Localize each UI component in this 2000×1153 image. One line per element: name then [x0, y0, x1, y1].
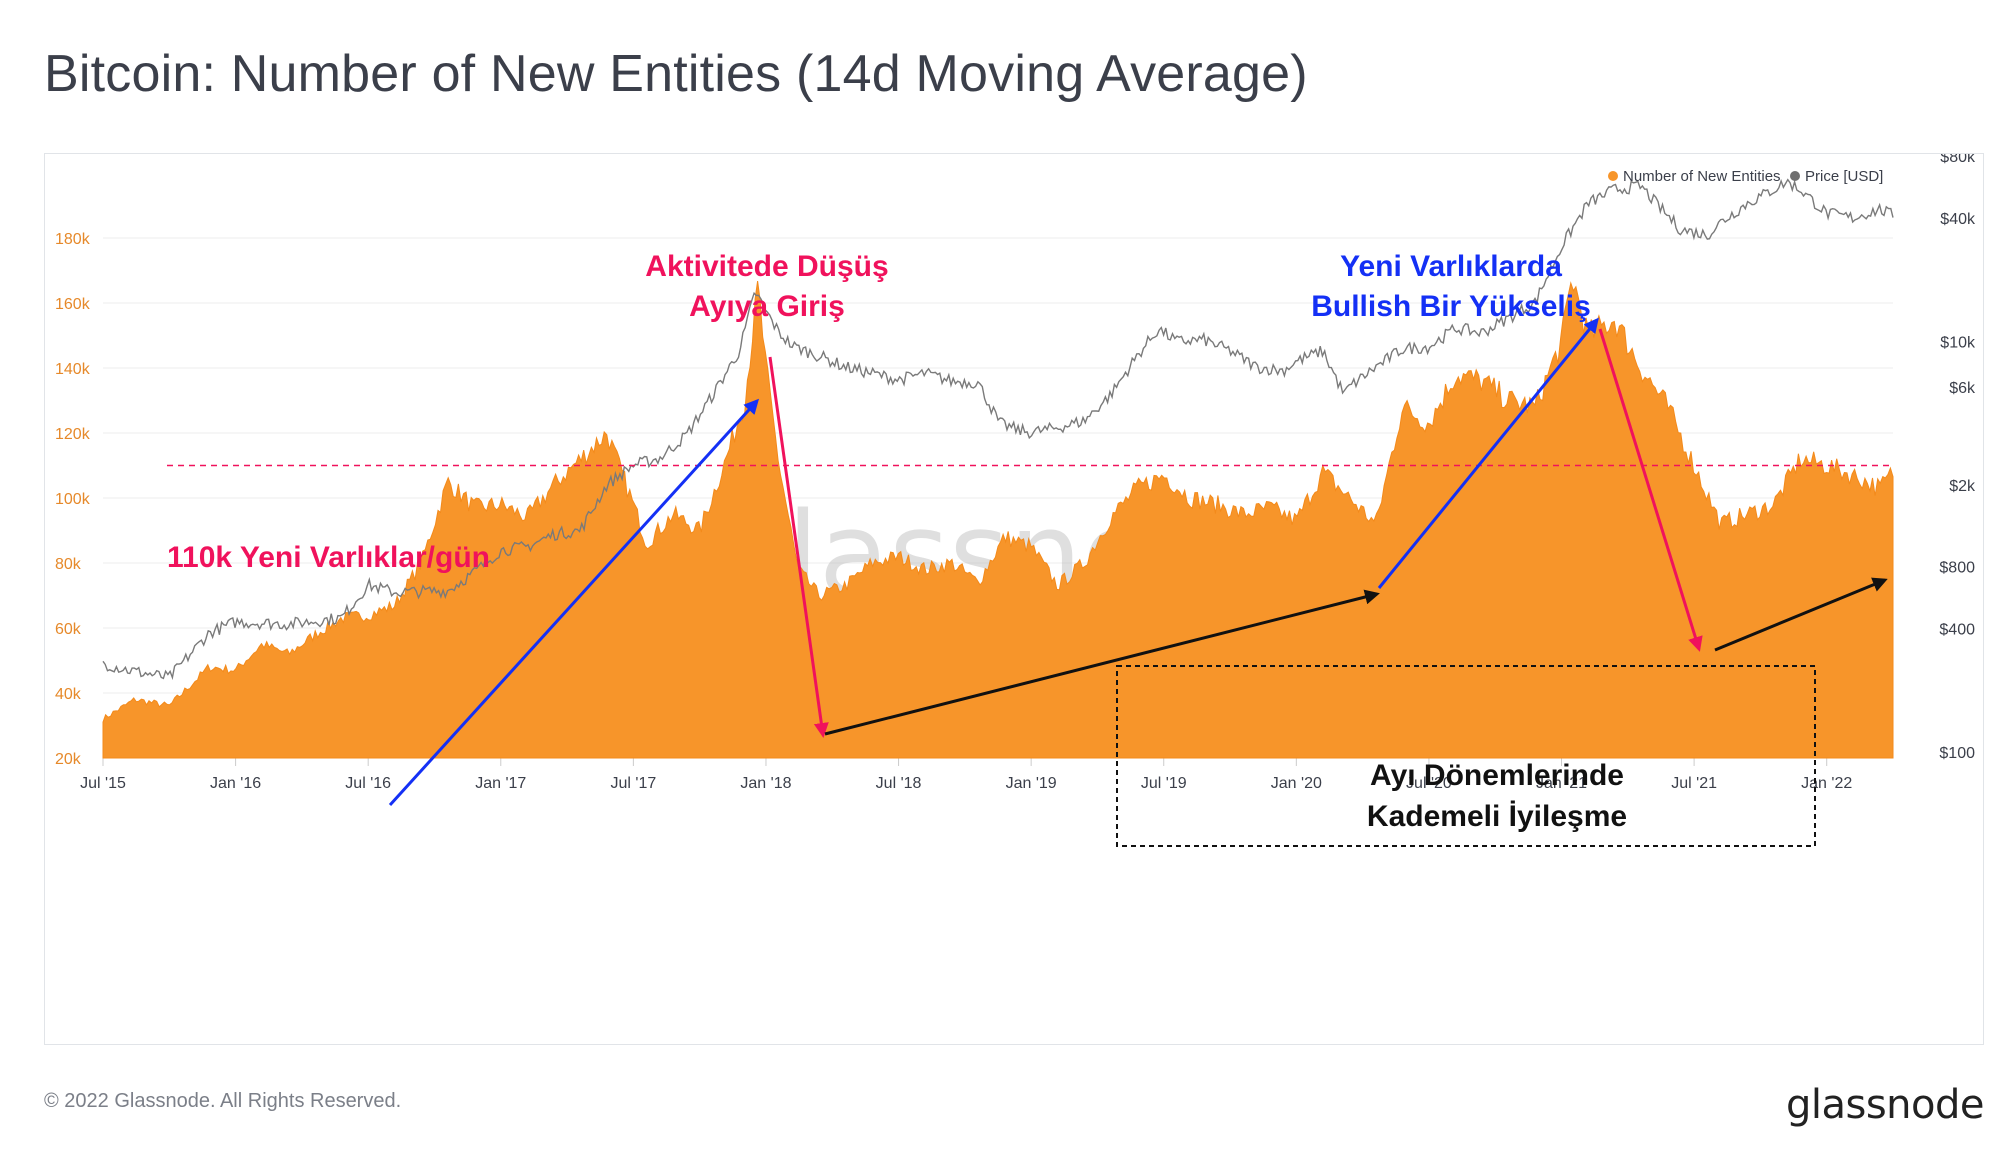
legend-entities-dot: [1608, 171, 1618, 181]
y-right-tick-$100: $100: [1939, 745, 1975, 762]
bear-label-line2: Kademeli İyileşme: [1367, 800, 1627, 833]
arrow-black-2021-2022: [1714, 577, 1888, 652]
legend: Number of New Entities Price [USD]: [1608, 168, 1883, 185]
x-tick-label-8: Jul '19: [1141, 775, 1187, 792]
y-right-tick-$10k: $10k: [1940, 334, 1976, 351]
y-right-ticks: $100 $400 $800 $2k $6k $10k $40k $80k: [1939, 154, 1976, 762]
x-tick-label-2: Jul '16: [345, 775, 391, 792]
series-price-line: [102, 178, 1894, 681]
arrow-black-2018-2020: [824, 589, 1380, 736]
peak-label-line1: Aktivitede Düşüş: [645, 250, 888, 283]
y-right-tick-$40k: $40k: [1940, 211, 1976, 228]
threshold-label: 110k Yeni Varlıklar/gün: [167, 541, 490, 574]
arrow-blue-2020-rise: [1377, 317, 1599, 589]
y-left-tick-100k: 100k: [55, 491, 91, 508]
y-right-tick-$800: $800: [1939, 560, 1975, 577]
x-tick-label-7: Jan '19: [1006, 775, 1057, 792]
bear-recovery-box: [1116, 665, 1816, 847]
bear-label-line1: Ayı Dönemlerinde: [1370, 759, 1624, 792]
x-tick-label-1: Jan '16: [210, 775, 261, 792]
arrow-red-2021-drop: [1598, 328, 1703, 652]
x-tick-label-11: Jan '21: [1536, 775, 1587, 792]
x-tick-label-9: Jan '20: [1271, 775, 1322, 792]
bull-label-line1: Yeni Varlıklarda: [1340, 250, 1562, 283]
y-right-tick-$6k: $6k: [1949, 380, 1976, 397]
arrow-red-2018-drop: [768, 356, 829, 738]
x-tick-label-6: Jul '18: [876, 775, 922, 792]
bull-label-line2: Bullish Bir Yükseliş: [1311, 290, 1591, 323]
y-left-ticks: 20k 40k 60k 80k 100k 120k 140k 160k 180k: [55, 231, 91, 768]
y-left-tick-120k: 120k: [55, 426, 91, 443]
y-left-tick-40k: 40k: [55, 686, 82, 703]
legend-price-label: Price [USD]: [1805, 168, 1883, 185]
y-left-tick-80k: 80k: [55, 556, 82, 573]
y-left-tick-140k: 140k: [55, 361, 91, 378]
series-new-entities-area: [102, 281, 1894, 759]
chart[interactable]: glassnode 20k40k60k80k100k120k140k160k18…: [45, 154, 1983, 1044]
y-right-tick-$2k: $2k: [1949, 478, 1976, 495]
legend-entities-label: Number of New Entities: [1623, 168, 1781, 185]
y-right-tick-$80k: $80k: [1940, 154, 1976, 166]
x-ticks: Jul '15 Jan '16 Jul '16 Jan '17 Jul '17 Jan '…: [80, 758, 1852, 792]
page-title: Bitcoin: Number of New Entities (14d Mov…: [44, 45, 1308, 103]
footer-logo: glassnode: [1785, 1082, 1985, 1128]
x-tick-label-13: Jan '22: [1801, 775, 1852, 792]
chart-frame: glassnode 20k40k60k80k100k120k140k160k18…: [44, 153, 1984, 1045]
x-tick-label-10: Jul '20: [1406, 775, 1452, 792]
y-left-tick-20k: 20k: [55, 751, 82, 768]
y-left-tick-160k: 160k: [55, 296, 91, 313]
footer-copyright: © 2022 Glassnode. All Rights Reserved.: [44, 1090, 402, 1112]
x-tick-label-0: Jul '15: [80, 775, 126, 792]
x-tick-label-3: Jan '17: [475, 775, 526, 792]
legend-price-dot: [1790, 171, 1800, 181]
y-left-tick-180k: 180k: [55, 231, 91, 248]
y-left-tick-60k: 60k: [55, 621, 82, 638]
x-tick-label-4: Jul '17: [610, 775, 656, 792]
y-right-tick-$400: $400: [1939, 621, 1975, 638]
x-tick-label-12: Jul '21: [1671, 775, 1717, 792]
peak-label-line2: Ayıya Giriş: [689, 290, 845, 323]
x-tick-label-5: Jan '18: [740, 775, 791, 792]
arrow-blue-2016-rise: [388, 398, 760, 807]
